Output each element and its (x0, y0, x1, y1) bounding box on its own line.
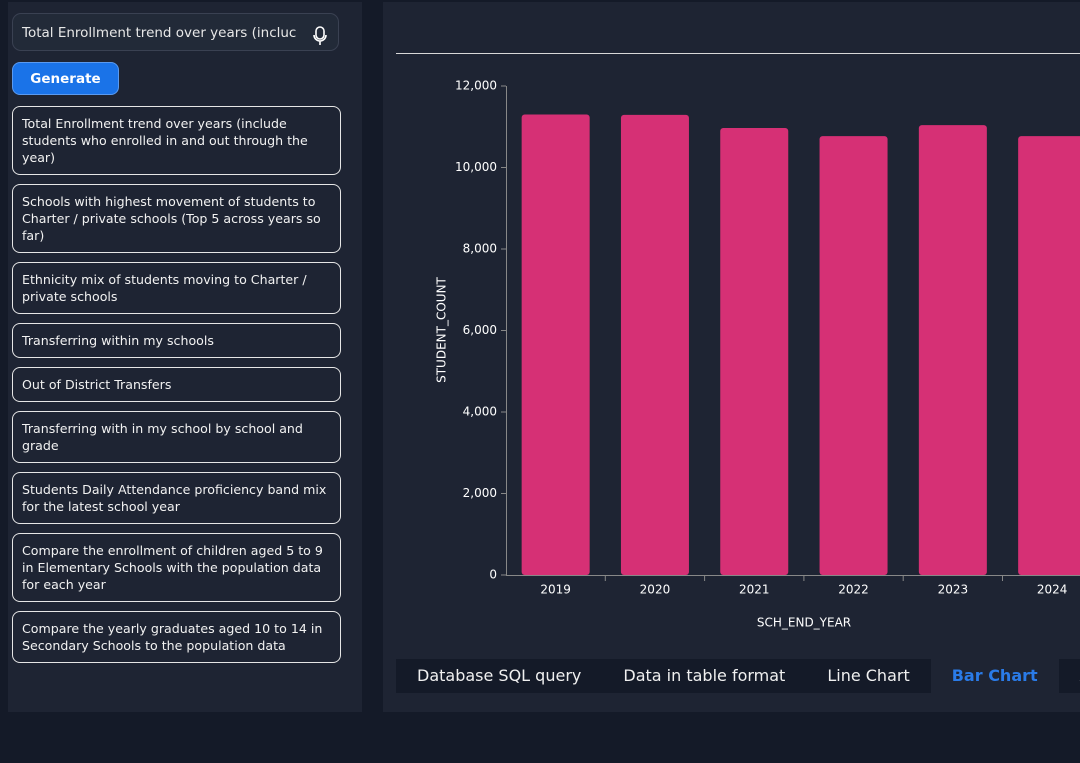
tab[interactable]: A (1059, 659, 1080, 693)
y-tick-label: 6,000 (463, 323, 497, 337)
x-axis-label: SCH_END_YEAR (757, 616, 851, 630)
suggestion-card[interactable]: Compare the enrollment of children aged … (12, 533, 341, 602)
bar (819, 136, 888, 575)
suggestion-card[interactable]: Transferring with in my school by school… (12, 411, 341, 463)
tab[interactable]: Bar Chart (930, 659, 1059, 693)
y-tick-label: 2,000 (463, 486, 497, 500)
y-tick-label: 8,000 (463, 242, 497, 256)
bar (720, 127, 789, 575)
bar (620, 114, 689, 576)
suggestion-card[interactable]: Ethnicity mix of students moving to Char… (12, 262, 341, 314)
tab-bar: Database SQL query Data in table format Li… (396, 659, 1080, 693)
divider (396, 53, 1080, 54)
y-tick-label: 10,000 (455, 160, 497, 174)
x-tick-label: 2024 (1037, 583, 1068, 597)
y-tick-label: 12,000 (455, 79, 497, 93)
suggestion-card[interactable]: Compare the yearly graduates aged 10 to … (12, 611, 341, 663)
x-tick-label: 2019 (540, 583, 571, 597)
suggestion-card[interactable]: Schools with highest movement of student… (12, 184, 341, 253)
y-tick-label: 4,000 (463, 405, 497, 419)
x-tick-label: 2022 (838, 583, 869, 597)
tab[interactable]: Database SQL query (417, 666, 582, 685)
suggestion-card[interactable]: Transferring within my schools (12, 323, 341, 358)
generate-button[interactable]: Generate (12, 62, 119, 95)
suggestion-card[interactable]: Total Enrollment trend over years (inclu… (12, 106, 341, 175)
tab[interactable]: Data in table format (623, 666, 786, 685)
suggestion-card[interactable]: Students Daily Attendance proficiency ba… (12, 472, 341, 524)
suggestion-card[interactable]: Out of District Transfers (12, 367, 341, 402)
bar (1018, 136, 1080, 575)
x-tick-label: 2020 (640, 583, 671, 597)
query-input[interactable]: Total Enrollment trend over years (inclu… (12, 13, 339, 51)
x-tick-label: 2023 (938, 583, 969, 597)
y-axis-label: STUDENT_COUNT (435, 276, 449, 382)
bar (918, 125, 987, 576)
suggestion-list: Total Enrollment trend over years (inclu… (12, 106, 341, 663)
mic-icon[interactable] (313, 26, 327, 46)
tab[interactable]: Line Chart (827, 666, 910, 685)
x-tick-label: 2021 (739, 583, 770, 597)
bar (521, 114, 590, 576)
y-tick-label: 0 (489, 568, 497, 582)
